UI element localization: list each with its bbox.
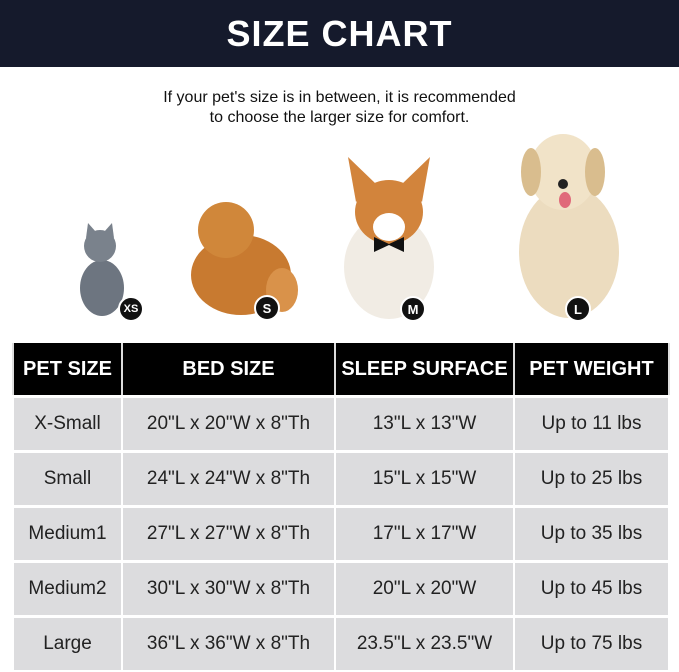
table-cell: Large	[12, 615, 123, 672]
corgi-image	[344, 157, 434, 319]
table-cell: 20"L x 20"W x 8"Th	[121, 395, 336, 453]
table-row: Small 24"L x 24"W x 8"Th 15"L x 15"W Up to …	[12, 450, 670, 508]
table-row: Medium2 30"L x 30"W x 8"Th 20"L x 20"W Up t…	[12, 560, 670, 618]
table-cell: 27"L x 27"W x 8"Th	[121, 505, 336, 563]
size-badge-l: L	[565, 296, 591, 322]
table-row: Medium1 27"L x 27"W x 8"Th 17"L x 17"W Up t…	[12, 505, 670, 563]
table-cell: Medium2	[12, 560, 123, 618]
table-cell: X-Small	[12, 395, 123, 453]
header-sleep-surface: SLEEP SURFACE	[334, 343, 515, 397]
note-line: to choose the larger size for comfort.	[209, 109, 470, 126]
header-pet-size: PET SIZE	[12, 343, 123, 397]
table-row: Large 36"L x 36"W x 8"Th 23.5"L x 23.5"W Up…	[12, 615, 670, 672]
table-cell: 20"L x 20"W	[334, 560, 515, 618]
title-banner: SIZE CHART	[0, 0, 679, 67]
table-cell: Up to 75 lbs	[513, 615, 670, 672]
table-cell: Up to 35 lbs	[513, 505, 670, 563]
table-row: X-Small 20"L x 20"W x 8"Th 13"L x 13"W Up t…	[12, 395, 670, 453]
table-cell: Up to 11 lbs	[513, 395, 670, 453]
table-cell: 23.5"L x 23.5"W	[334, 615, 515, 672]
size-table: PET SIZE BED SIZE SLEEP SURFACE PET WEIG…	[12, 343, 670, 672]
size-note: If your pet's size is in between, it is …	[0, 88, 679, 128]
size-badge-s: S	[254, 295, 280, 321]
table-cell: 13"L x 13"W	[334, 395, 515, 453]
table-cell: Medium1	[12, 505, 123, 563]
size-badge-xs: XS	[118, 296, 144, 322]
size-badge-m: M	[400, 296, 426, 322]
page-title: SIZE CHART	[226, 12, 453, 54]
header-bed-size: BED SIZE	[121, 343, 336, 397]
table-cell: Up to 25 lbs	[513, 450, 670, 508]
cat-image	[80, 223, 124, 316]
pomeranian-image	[191, 202, 298, 315]
header-pet-weight: PET WEIGHT	[513, 343, 670, 397]
note-line: If your pet's size is in between, it is …	[163, 89, 516, 106]
golden-retriever-image	[519, 134, 619, 318]
table-cell: 17"L x 17"W	[334, 505, 515, 563]
table-cell: Small	[12, 450, 123, 508]
table-cell: Up to 45 lbs	[513, 560, 670, 618]
table-cell: 15"L x 15"W	[334, 450, 515, 508]
table-header-row: PET SIZE BED SIZE SLEEP SURFACE PET WEIG…	[12, 343, 670, 397]
table-cell: 36"L x 36"W x 8"Th	[121, 615, 336, 672]
table-cell: 30"L x 30"W x 8"Th	[121, 560, 336, 618]
table-cell: 24"L x 24"W x 8"Th	[121, 450, 336, 508]
